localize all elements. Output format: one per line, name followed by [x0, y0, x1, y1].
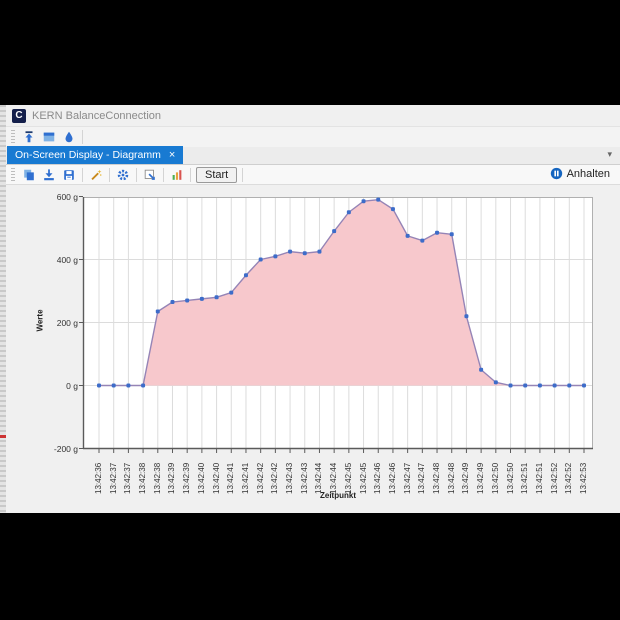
area-chart	[79, 196, 593, 453]
x-tick-label: 13:42:47	[417, 462, 427, 494]
x-tick-label: 13:42:40	[211, 462, 221, 494]
x-tick-label: 13:42:50	[505, 462, 515, 494]
x-tick-label: 13:42:37	[108, 462, 118, 494]
x-tick-label: 13:42:49	[461, 462, 471, 494]
x-tick-label: 13:42:49	[476, 462, 486, 494]
x-tick-label: 13:42:48	[432, 462, 442, 494]
y-tick-label: 200 g	[56, 317, 78, 328]
kern-logo-icon: C	[12, 108, 26, 123]
edge-strip	[0, 105, 6, 513]
x-tick-label: 13:42:41	[226, 462, 236, 494]
save-icon[interactable]	[59, 166, 79, 184]
x-tick-label: 13:42:43	[299, 462, 309, 494]
toolbar-separator	[190, 167, 191, 182]
edge-strip-marker	[0, 435, 6, 439]
x-tick-label: 13:42:42	[270, 462, 280, 494]
x-tick-label: 13:42:36	[94, 462, 103, 494]
statistics-icon[interactable]	[167, 166, 187, 184]
x-tick-label: 13:42:46	[373, 462, 383, 494]
x-tick-label: 13:42:46	[387, 462, 397, 494]
stop-button-label: Anhalten	[566, 167, 610, 180]
toolbar-separator	[242, 167, 244, 182]
letterbox-top	[0, 0, 620, 105]
window-icon[interactable]	[39, 128, 59, 146]
x-tick-label: 13:42:44	[329, 462, 339, 494]
app-window: C KERN BalanceConnection On-Screen Displ…	[6, 105, 620, 513]
toolbar-separator	[82, 167, 83, 182]
droplet-icon[interactable]	[59, 128, 79, 146]
x-tick-label: 13:42:39	[182, 462, 192, 494]
x-tick-label: 13:42:50	[490, 462, 500, 494]
upload-icon[interactable]	[19, 128, 39, 146]
tab-bar: On-Screen Display - Diagramm × ▾	[6, 146, 620, 165]
title-bar: C KERN BalanceConnection	[6, 105, 620, 127]
plot-area[interactable]	[79, 196, 593, 453]
x-tick-label: 13:42:53	[579, 462, 588, 494]
copy-icon[interactable]	[19, 166, 39, 184]
window-title: KERN BalanceConnection	[32, 109, 162, 122]
x-tick-label: 13:42:38	[152, 462, 162, 494]
x-tick-label: 13:42:51	[520, 462, 530, 494]
x-tick-label: 13:42:37	[123, 462, 133, 494]
x-tick-label: 13:42:52	[564, 462, 574, 494]
y-tick-label: 600 g	[56, 191, 78, 202]
x-tick-label: 13:42:40	[196, 462, 206, 494]
x-tick-label: 13:42:41	[240, 462, 250, 494]
stop-button[interactable]: Anhalten	[550, 167, 610, 180]
tab-label: On-Screen Display - Diagramm	[15, 149, 161, 161]
start-button[interactable]: Start	[196, 166, 238, 183]
x-tick-label: 13:42:45	[358, 462, 368, 494]
x-tick-label: 13:42:51	[534, 462, 544, 494]
print-icon[interactable]	[39, 166, 59, 184]
tab-diagramm[interactable]: On-Screen Display - Diagramm ×	[7, 146, 184, 164]
x-tick-label: 13:42:38	[138, 462, 148, 494]
tab-close-icon[interactable]: ×	[168, 148, 176, 161]
x-axis-title: Zeitpunkt	[320, 491, 356, 500]
y-tick-label: 400 g	[56, 254, 78, 265]
y-tick-label: 0 g	[66, 380, 78, 391]
toolbar-separator	[109, 167, 110, 182]
toolbar-separator	[82, 130, 83, 144]
wand-icon[interactable]	[86, 166, 106, 184]
export-icon[interactable]	[140, 166, 160, 184]
x-tick-label: 13:42:45	[343, 462, 353, 494]
x-tick-label: 13:42:48	[446, 462, 456, 494]
letterbox-bottom	[0, 513, 620, 620]
toolbar-separator	[136, 167, 137, 182]
x-tick-label: 13:42:43	[285, 462, 295, 494]
toolbar-separator	[163, 167, 164, 182]
x-tick-label: 13:42:52	[549, 462, 559, 494]
pause-circle-icon	[550, 167, 562, 180]
chart-toolbar: Start Anhalten	[6, 165, 620, 185]
x-tick-label: 13:42:44	[314, 462, 324, 494]
y-tick-label: -200 g	[53, 443, 78, 454]
x-tick-label: 13:42:42	[255, 462, 265, 494]
main-toolbar	[6, 127, 620, 147]
toolbar-grip	[11, 167, 15, 182]
tab-overflow-caret-icon[interactable]: ▾	[607, 149, 612, 159]
x-tick-label: 13:42:39	[167, 462, 177, 494]
toolbar-grip	[11, 130, 15, 144]
x-tick-label: 13:42:47	[402, 462, 412, 494]
gear-icon[interactable]	[113, 166, 133, 184]
